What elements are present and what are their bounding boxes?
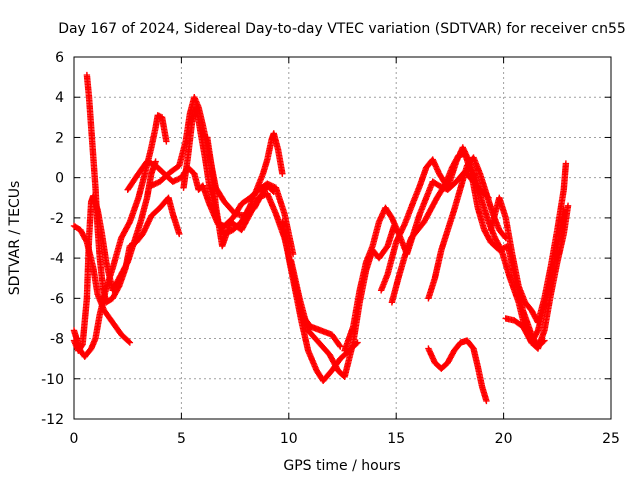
x-tick-label: 20 [495, 431, 513, 447]
series-track-13 [388, 150, 548, 350]
x-tick-label: 10 [280, 431, 298, 447]
series-track-8 [203, 134, 344, 350]
y-tick-label: -2 [50, 211, 64, 227]
data-point [502, 234, 509, 242]
chart-title: Day 167 of 2024, Sidereal Day-to-day VTE… [58, 21, 626, 37]
y-tick-label: -10 [41, 372, 64, 388]
data-point [534, 328, 541, 336]
data-point [125, 338, 132, 345]
data-point [336, 342, 343, 349]
y-tick-label: 6 [55, 50, 64, 66]
y-tick-label: -6 [50, 291, 64, 307]
x-tick-label: 0 [70, 431, 79, 447]
series-track-4 [83, 71, 183, 306]
y-tick-label: 4 [55, 90, 64, 106]
y-tick-label: -12 [41, 412, 64, 428]
y-tick-label: 2 [55, 130, 64, 146]
x-tick-label: 5 [177, 431, 186, 447]
data-point [483, 397, 490, 405]
data-point [126, 339, 134, 346]
y-tick-label: 0 [55, 171, 64, 187]
data-point [270, 188, 277, 195]
data-point [337, 343, 344, 350]
series-track-3 [70, 158, 159, 354]
y-axis-label: SDTVAR / TECUs [7, 181, 23, 296]
data-point [176, 230, 183, 238]
x-axis-label: GPS time / hours [283, 458, 400, 474]
gridlines [74, 57, 611, 419]
x-tick-label: 15 [387, 431, 405, 447]
data-points [70, 71, 572, 405]
data-point [501, 233, 509, 241]
y-tick-label: -8 [50, 332, 64, 348]
plot-frame [73, 56, 612, 420]
x-tick-label: 25 [602, 431, 620, 447]
data-point [564, 202, 572, 210]
axis-ticks: 0 5 10 15 20 25 -12 -10 -8 -6 -4 -2 0 2 4 6 [41, 50, 620, 447]
series-track-1 [70, 222, 134, 346]
y-tick-label: -4 [50, 251, 64, 267]
data-point [269, 187, 276, 194]
data-point [279, 170, 286, 177]
data-point [163, 138, 170, 145]
series-track-16 [502, 202, 572, 352]
series-track-14 [425, 337, 490, 405]
data-point [562, 160, 570, 167]
series-track-17 [425, 154, 509, 302]
